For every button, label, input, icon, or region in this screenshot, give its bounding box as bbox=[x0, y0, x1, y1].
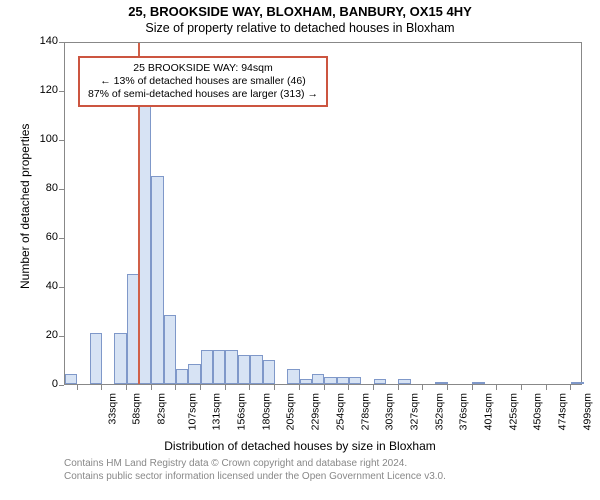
x-tick-label: 58sqm bbox=[131, 393, 143, 425]
x-tick-mark bbox=[496, 385, 497, 390]
x-tick-mark bbox=[151, 385, 152, 390]
x-tick-mark bbox=[373, 385, 374, 390]
x-tick-label: 352sqm bbox=[433, 393, 445, 430]
title-line1: 25, BROOKSIDE WAY, BLOXHAM, BANBURY, OX1… bbox=[0, 4, 600, 19]
x-tick-mark bbox=[77, 385, 78, 390]
histogram-bar bbox=[151, 176, 163, 384]
x-tick-mark bbox=[299, 385, 300, 390]
x-axis-label: Distribution of detached houses by size … bbox=[0, 439, 600, 453]
histogram-bar bbox=[312, 374, 324, 384]
y-tick-label: 20 bbox=[28, 329, 58, 341]
y-axis-label: Number of detached properties bbox=[18, 123, 32, 288]
histogram-bar bbox=[188, 364, 200, 384]
x-tick-label: 254sqm bbox=[334, 393, 346, 430]
histogram-bar bbox=[300, 379, 312, 384]
title-line2: Size of property relative to detached ho… bbox=[0, 21, 600, 35]
footer-attribution: Contains HM Land Registry data © Crown c… bbox=[64, 457, 446, 483]
y-tick-mark bbox=[59, 238, 64, 239]
y-tick-label: 120 bbox=[28, 84, 58, 96]
x-tick-label: 425sqm bbox=[507, 393, 519, 430]
histogram-bar bbox=[225, 350, 237, 384]
histogram-bar bbox=[164, 315, 176, 384]
x-tick-label: 33sqm bbox=[106, 393, 118, 425]
callout-line1: 25 BROOKSIDE WAY: 94sqm bbox=[88, 62, 318, 75]
histogram-bar bbox=[176, 369, 188, 384]
y-tick-mark bbox=[59, 385, 64, 386]
histogram-bar bbox=[114, 333, 126, 384]
y-tick-mark bbox=[59, 336, 64, 337]
x-tick-label: 303sqm bbox=[384, 393, 396, 430]
titles: 25, BROOKSIDE WAY, BLOXHAM, BANBURY, OX1… bbox=[0, 0, 600, 35]
x-tick-mark bbox=[249, 385, 250, 390]
histogram-bar bbox=[139, 102, 151, 384]
y-tick-mark bbox=[59, 140, 64, 141]
chart-container: { "title_line1":"25, BROOKSIDE WAY, BLOX… bbox=[0, 0, 600, 500]
x-tick-mark bbox=[422, 385, 423, 390]
histogram-bar bbox=[349, 377, 361, 384]
x-tick-mark bbox=[126, 385, 127, 390]
y-tick-label: 140 bbox=[28, 35, 58, 47]
x-tick-label: 180sqm bbox=[260, 393, 272, 430]
x-tick-label: 107sqm bbox=[186, 393, 198, 430]
x-tick-mark bbox=[274, 385, 275, 390]
x-tick-mark bbox=[521, 385, 522, 390]
x-tick-label: 499sqm bbox=[581, 393, 593, 430]
x-tick-label: 278sqm bbox=[359, 393, 371, 430]
footer-line1: Contains HM Land Registry data © Crown c… bbox=[64, 457, 446, 470]
y-tick-label: 80 bbox=[28, 182, 58, 194]
histogram-bar bbox=[65, 374, 77, 384]
footer-line2: Contains public sector information licen… bbox=[64, 470, 446, 483]
y-tick-mark bbox=[59, 189, 64, 190]
x-tick-mark bbox=[348, 385, 349, 390]
histogram-bar bbox=[435, 382, 447, 384]
x-tick-label: 131sqm bbox=[211, 393, 223, 430]
x-tick-label: 229sqm bbox=[309, 393, 321, 430]
y-tick-label: 100 bbox=[28, 133, 58, 145]
callout-line3: 87% of semi-detached houses are larger (… bbox=[88, 88, 318, 101]
histogram-bar bbox=[90, 333, 102, 384]
y-tick-label: 0 bbox=[28, 378, 58, 390]
x-tick-mark bbox=[546, 385, 547, 390]
histogram-bar bbox=[337, 377, 349, 384]
x-tick-label: 205sqm bbox=[285, 393, 297, 430]
histogram-bar bbox=[238, 355, 250, 384]
y-tick-label: 40 bbox=[28, 280, 58, 292]
histogram-bar bbox=[201, 350, 213, 384]
x-tick-label: 474sqm bbox=[556, 393, 568, 430]
histogram-bar bbox=[263, 360, 275, 385]
y-tick-label: 60 bbox=[28, 231, 58, 243]
callout-line2: ← 13% of detached houses are smaller (46… bbox=[88, 75, 318, 88]
x-tick-mark bbox=[200, 385, 201, 390]
x-tick-mark bbox=[324, 385, 325, 390]
histogram-bar bbox=[250, 355, 262, 384]
x-tick-label: 327sqm bbox=[408, 393, 420, 430]
y-tick-mark bbox=[59, 91, 64, 92]
histogram-bar bbox=[374, 379, 386, 384]
histogram-bar bbox=[398, 379, 410, 384]
x-tick-label: 82sqm bbox=[155, 393, 167, 425]
callout-box: 25 BROOKSIDE WAY: 94sqm ← 13% of detache… bbox=[78, 56, 328, 107]
x-tick-mark bbox=[447, 385, 448, 390]
histogram-bar bbox=[472, 382, 484, 384]
histogram-bar bbox=[287, 369, 299, 384]
x-tick-mark bbox=[225, 385, 226, 390]
histogram-bar bbox=[571, 382, 583, 384]
y-tick-mark bbox=[59, 287, 64, 288]
y-tick-mark bbox=[59, 42, 64, 43]
x-tick-label: 376sqm bbox=[458, 393, 470, 430]
histogram-bar bbox=[324, 377, 336, 384]
histogram-bar bbox=[213, 350, 225, 384]
x-tick-label: 450sqm bbox=[532, 393, 544, 430]
x-tick-mark bbox=[472, 385, 473, 390]
x-tick-mark bbox=[175, 385, 176, 390]
x-tick-label: 156sqm bbox=[235, 393, 247, 430]
x-tick-label: 401sqm bbox=[482, 393, 494, 430]
x-tick-mark bbox=[398, 385, 399, 390]
x-tick-mark bbox=[101, 385, 102, 390]
x-tick-mark bbox=[570, 385, 571, 390]
